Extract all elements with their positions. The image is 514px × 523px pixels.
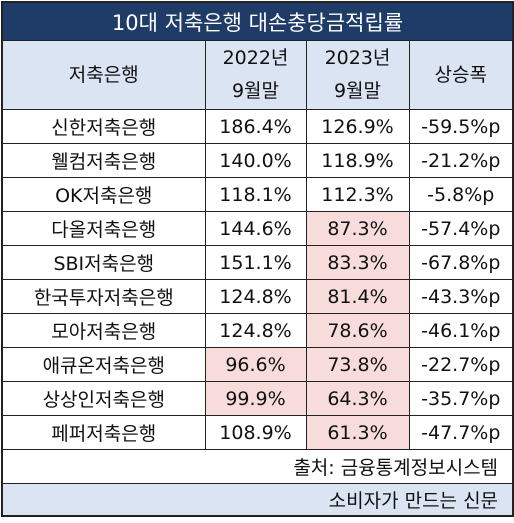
header-2023: 2023년 9월말 <box>305 40 410 110</box>
header-2023-line2: 9월말 <box>333 80 382 102</box>
cell-bank: SBI저축은행 <box>1 245 206 280</box>
cell-2023-highlighted: 78.6% <box>305 313 410 348</box>
cell-bank: 다올저축은행 <box>1 211 206 246</box>
table-row: SBI저축은행 151.1% 83.3% -67.8%p <box>1 245 514 280</box>
cell-2023-highlighted: 81.4% <box>305 279 410 314</box>
cell-2022: 151.1% <box>204 245 307 280</box>
cell-bank: 한국투자저축은행 <box>1 279 206 314</box>
publisher-footer: 소비자가 만드는 신문 <box>1 483 514 517</box>
cell-bank: 웰컴저축은행 <box>1 143 206 178</box>
cell-change: -46.1%p <box>408 313 514 348</box>
cell-2022: 186.4% <box>204 109 307 144</box>
table-row: 신한저축은행 186.4% 126.9% -59.5%p <box>1 109 514 144</box>
header-2022: 2022년 9월말 <box>204 40 307 110</box>
cell-2022: 124.8% <box>204 279 307 314</box>
cell-change: -5.8%p <box>408 177 514 212</box>
cell-2023: 112.3% <box>305 177 410 212</box>
cell-2023-highlighted: 73.8% <box>305 347 410 382</box>
cell-2022: 140.0% <box>204 143 307 178</box>
cell-2023-highlighted: 83.3% <box>305 245 410 280</box>
table-row: 애큐온저축은행 96.6% 73.8% -22.7%p <box>1 347 514 382</box>
table-row: 한국투자저축은행 124.8% 81.4% -43.3%p <box>1 279 514 314</box>
cell-2023: 126.9% <box>305 109 410 144</box>
cell-bank: OK저축은행 <box>1 177 206 212</box>
cell-change: -59.5%p <box>408 109 514 144</box>
cell-change: -57.4%p <box>408 211 514 246</box>
header-2022-line2: 9월말 <box>231 80 280 102</box>
cell-2022-highlighted: 96.6% <box>204 347 307 382</box>
cell-bank: 상상인저축은행 <box>1 381 206 416</box>
table-row: 모아저축은행 124.8% 78.6% -46.1%p <box>1 313 514 348</box>
cell-change: -21.2%p <box>408 143 514 178</box>
cell-2023-highlighted: 87.3% <box>305 211 410 246</box>
header-change: 상승폭 <box>408 40 514 110</box>
table-row: 웰컴저축은행 140.0% 118.9% -21.2%p <box>1 143 514 178</box>
table-row: 페퍼저축은행 108.9% 61.3% -47.7%p <box>1 415 514 450</box>
cell-bank: 모아저축은행 <box>1 313 206 348</box>
cell-2023: 118.9% <box>305 143 410 178</box>
cell-change: -22.7%p <box>408 347 514 382</box>
cell-2022-highlighted: 99.9% <box>204 381 307 416</box>
cell-bank: 신한저축은행 <box>1 109 206 144</box>
cell-2022: 108.9% <box>204 415 307 450</box>
source-note: 출처: 금융통계정보시스템 <box>1 449 514 484</box>
table-title: 10대 저축은행 대손충당금적립률 <box>1 1 514 41</box>
cell-2022: 144.6% <box>204 211 307 246</box>
cell-change: -43.3%p <box>408 279 514 314</box>
cell-2023-highlighted: 61.3% <box>305 415 410 450</box>
header-2022-line1: 2022년 <box>222 47 289 69</box>
cell-bank: 애큐온저축은행 <box>1 347 206 382</box>
cell-change: -67.8%p <box>408 245 514 280</box>
cell-bank: 페퍼저축은행 <box>1 415 206 450</box>
cell-2022: 124.8% <box>204 313 307 348</box>
table-row: 다올저축은행 144.6% 87.3% -57.4%p <box>1 211 514 246</box>
cell-2022: 118.1% <box>204 177 307 212</box>
header-2023-line1: 2023년 <box>324 47 391 69</box>
cell-change: -47.7%p <box>408 415 514 450</box>
cell-change: -35.7%p <box>408 381 514 416</box>
table-row: OK저축은행 118.1% 112.3% -5.8%p <box>1 177 514 212</box>
table-row: 상상인저축은행 99.9% 64.3% -35.7%p <box>1 381 514 416</box>
cell-2023-highlighted: 64.3% <box>305 381 410 416</box>
header-bank: 저축은행 <box>1 40 206 110</box>
